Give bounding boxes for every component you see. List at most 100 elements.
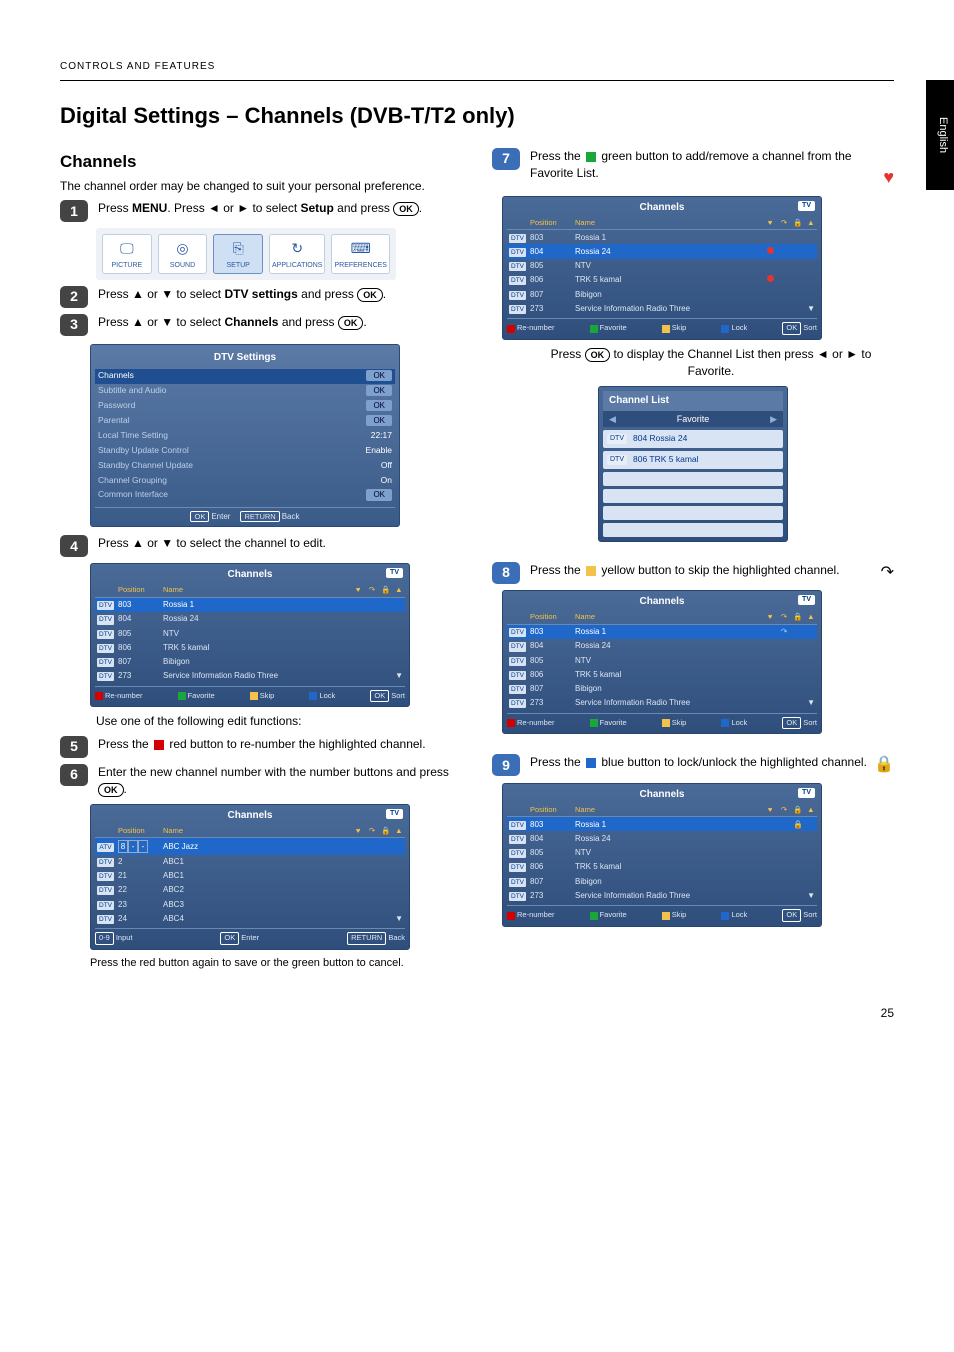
- channel-row[interactable]: DTV 804 Rossia 24: [507, 639, 817, 653]
- channel-row[interactable]: DTV 806 TRK 5 kamal: [507, 273, 817, 287]
- menu-item-preferences[interactable]: ⌨PREFERENCES: [331, 234, 390, 273]
- channel-row[interactable]: DTV 806 TRK 5 kamal: [507, 667, 817, 681]
- channel-row[interactable]: DTV 273 Service Information Radio Three …: [507, 888, 817, 902]
- setup-icon: ⎘: [216, 239, 260, 259]
- channel-row[interactable]: DTV 23 ABC3: [95, 897, 405, 911]
- sound-icon: ◎: [161, 239, 205, 259]
- channel-row[interactable]: ATV 8-- ABC Jazz: [95, 838, 405, 855]
- channel-row[interactable]: DTV 805 NTV: [507, 846, 817, 860]
- channel-row[interactable]: DTV 2 ABC1: [95, 855, 405, 869]
- preferences-icon: ⌨: [334, 239, 387, 259]
- dtv-row[interactable]: Subtitle and Audio OK: [95, 384, 395, 399]
- channel-row[interactable]: DTV 273 Service Information Radio Three …: [507, 301, 817, 315]
- chan-header-row: Position Name ♥ ↷ 🔒 ▲: [507, 804, 817, 817]
- channel-row[interactable]: DTV 803 Rossia 1 ↷: [507, 624, 817, 639]
- page-number: 25: [60, 1005, 894, 1022]
- intro-text: The channel order may be changed to suit…: [60, 178, 462, 195]
- chan-panel-title: ChannelsTV: [507, 595, 817, 611]
- green-key-icon: [586, 152, 596, 162]
- header-line: CONTROLS AND FEATURES: [60, 60, 894, 74]
- channel-row[interactable]: DTV 807 Bibigon: [95, 655, 405, 669]
- channel-row[interactable]: DTV 804 Rossia 24: [507, 244, 817, 258]
- dtv-row[interactable]: Common Interface OK: [95, 488, 395, 503]
- chan-panel-title: ChannelsTV: [507, 201, 817, 217]
- step-5-num: 5: [60, 736, 88, 758]
- channel-row[interactable]: DTV 21 ABC1: [95, 869, 405, 883]
- channel-row[interactable]: DTV 22 ABC2: [95, 883, 405, 897]
- skip-icon: ↷: [881, 562, 894, 584]
- step-1-num: 1: [60, 200, 88, 222]
- menu-item-picture[interactable]: 🖵PICTURE: [102, 234, 152, 273]
- heart-icon: ♥: [883, 165, 894, 190]
- step-7-text: Press the green button to add/remove a c…: [530, 148, 894, 190]
- channels-panel-skip: ChannelsTV Position Name ♥ ↷ 🔒 ▲ DTV 803…: [502, 590, 822, 734]
- channel-row[interactable]: DTV 807 Bibigon: [507, 682, 817, 696]
- chan-panel-title: ChannelsTV: [95, 568, 405, 584]
- favorite-channel-list-popup: Channel List ◀ Favorite ▶ DTV804 Rossia …: [598, 386, 788, 542]
- dtv-row[interactable]: Channels OK: [95, 369, 395, 384]
- tv-chip: TV: [798, 201, 815, 211]
- dtv-settings-panel: DTV Settings Channels OK Subtitle and Au…: [90, 344, 400, 528]
- channel-row[interactable]: DTV 804 Rossia 24: [95, 612, 405, 626]
- step-5a: Use one of the following edit functions:: [96, 713, 462, 730]
- chan-header-row: Position Name ♥ ↷ 🔒 ▲: [95, 584, 405, 597]
- dtv-panel-footer: OKEnter RETURNBack: [95, 507, 395, 523]
- channel-row[interactable]: DTV 804 Rossia 24: [507, 831, 817, 845]
- applications-icon: ↻: [272, 239, 322, 259]
- step-2-text: Press ▲ or ▼ to select DTV settings and …: [98, 286, 462, 303]
- dtv-row[interactable]: Standby Update Control Enable: [95, 443, 395, 458]
- step-3-num: 3: [60, 314, 88, 336]
- menu-item-sound[interactable]: ◎SOUND: [158, 234, 208, 273]
- channel-row[interactable]: DTV 805 NTV: [95, 626, 405, 640]
- channel-row[interactable]: DTV 807 Bibigon: [507, 874, 817, 888]
- tv-chip: TV: [798, 595, 815, 605]
- step-2-num: 2: [60, 286, 88, 308]
- channel-row[interactable]: DTV 807 Bibigon: [507, 287, 817, 301]
- chan-panel-footer: Re-numberFavoriteSkipLockOKSort: [507, 318, 817, 335]
- dtv-row[interactable]: Standby Channel Update Off: [95, 458, 395, 473]
- dtv-row[interactable]: Password OK: [95, 399, 395, 414]
- step-9-text: Press the blue button to lock/unlock the…: [530, 754, 894, 776]
- channel-row[interactable]: DTV 803 Rossia 1: [95, 597, 405, 612]
- channels-panel-favorite: ChannelsTV Position Name ♥ ↷ 🔒 ▲ DTV 803…: [502, 196, 822, 340]
- channels-panel-lock: ChannelsTV Position Name ♥ ↷ 🔒 ▲ DTV 803…: [502, 783, 822, 927]
- channel-row[interactable]: DTV 24 ABC4 ▼: [95, 911, 405, 925]
- chan-header-row: Position Name ♥ ↷ 🔒 ▲: [95, 825, 405, 838]
- fav-popup-row[interactable]: DTV806 TRK 5 kamal: [603, 451, 783, 469]
- yellow-key-icon: [586, 566, 596, 576]
- dtv-row[interactable]: Channel Grouping On: [95, 473, 395, 488]
- channel-row[interactable]: DTV 805 NTV: [507, 653, 817, 667]
- channels-panel-main: ChannelsTV Position Name ♥ ↷ 🔒 ▲ DTV 803…: [90, 563, 410, 707]
- channel-row[interactable]: DTV 273 Service Information Radio Three …: [507, 696, 817, 710]
- menu-item-setup[interactable]: ⎘SETUP: [213, 234, 263, 273]
- channel-row[interactable]: DTV 805 NTV: [507, 259, 817, 273]
- channel-row[interactable]: DTV 806 TRK 5 kamal: [507, 860, 817, 874]
- channel-row[interactable]: DTV 806 TRK 5 kamal: [95, 640, 405, 654]
- step-1-text: Press MENU. Press ◄ or ► to select Setup…: [98, 200, 462, 217]
- chan-panel-title: ChannelsTV: [507, 788, 817, 804]
- fav-popup-subtitle: ◀ Favorite ▶: [603, 411, 783, 428]
- channel-row[interactable]: DTV 803 Rossia 1 🔒: [507, 817, 817, 832]
- tv-chip: TV: [798, 788, 815, 798]
- chan-header-row: Position Name ♥ ↷ 🔒 ▲: [507, 611, 817, 624]
- chan-panel-footer: 0-9InputOKEnterRETURNBack: [95, 928, 405, 945]
- channel-row[interactable]: DTV 803 Rossia 1: [507, 230, 817, 245]
- step-3-text: Press ▲ or ▼ to select Channels and pres…: [98, 314, 462, 331]
- dtv-row[interactable]: Parental OK: [95, 413, 395, 428]
- right-column: 7 Press the green button to add/remove a…: [492, 142, 894, 976]
- channel-row[interactable]: DTV 273 Service Information Radio Three …: [95, 669, 405, 683]
- chan-panel-title: ChannelsTV: [95, 809, 405, 825]
- step-4-text: Press ▲ or ▼ to select the channel to ed…: [98, 535, 462, 552]
- chan-panel-footer: Re-numberFavoriteSkipLockOKSort: [95, 686, 405, 703]
- menu-item-applications[interactable]: ↻APPLICATIONS: [269, 234, 325, 273]
- fav-popup-blank: [603, 472, 783, 486]
- fav-popup-row[interactable]: DTV804 Rossia 24: [603, 430, 783, 448]
- step-5-text: Press the red button to re-number the hi…: [98, 736, 462, 753]
- step-7-num: 7: [492, 148, 520, 170]
- setup-menu-strip: 🖵PICTURE◎SOUND⎘SETUP↻APPLICATIONS⌨PREFER…: [96, 228, 396, 279]
- right-arrow-icon[interactable]: ▶: [764, 413, 783, 426]
- left-arrow-icon[interactable]: ◀: [603, 413, 622, 426]
- dtv-row[interactable]: Local Time Setting 22:17: [95, 428, 395, 443]
- step-6-num: 6: [60, 764, 88, 786]
- ok-icon: OK: [393, 202, 419, 216]
